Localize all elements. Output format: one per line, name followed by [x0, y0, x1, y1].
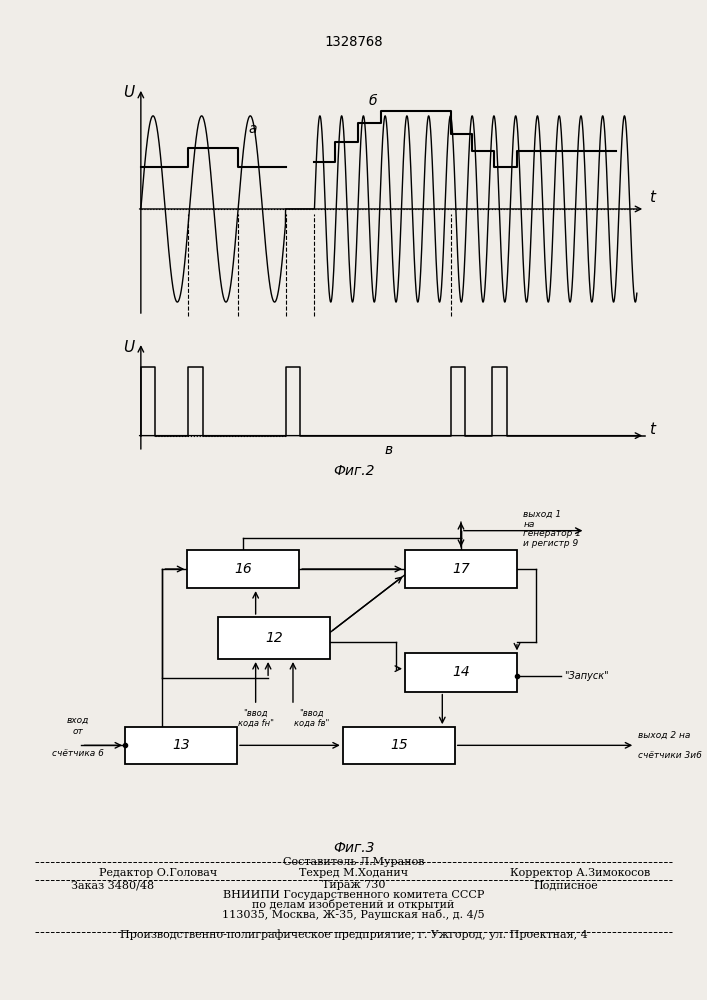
Text: вход
от: вход от	[67, 716, 90, 736]
FancyBboxPatch shape	[405, 653, 517, 692]
FancyBboxPatch shape	[405, 550, 517, 588]
Text: 1328768: 1328768	[325, 35, 382, 49]
Text: 16: 16	[234, 562, 252, 576]
Text: "ввод
кода fн": "ввод кода fн"	[238, 709, 274, 728]
Text: счётчика 6: счётчика 6	[52, 749, 104, 758]
Text: выход 1: выход 1	[523, 510, 561, 519]
Text: Заказ 3480/48: Заказ 3480/48	[71, 880, 154, 890]
Text: t: t	[649, 422, 655, 437]
Text: Техред М.Хoданич: Техред М.Хoданич	[299, 868, 408, 878]
FancyBboxPatch shape	[125, 727, 237, 764]
Text: 14: 14	[452, 666, 470, 680]
Text: 17: 17	[452, 562, 470, 576]
Text: 12: 12	[265, 631, 284, 645]
Text: "Запуск": "Запуск"	[563, 671, 608, 681]
Text: Тираж 730: Тираж 730	[322, 880, 385, 890]
Text: на: на	[523, 520, 534, 529]
Text: "ввод
кода fв": "ввод кода fв"	[294, 709, 329, 728]
Text: U: U	[123, 85, 134, 100]
FancyBboxPatch shape	[187, 550, 299, 588]
Text: Фиг.2: Фиг.2	[333, 464, 374, 478]
Text: б: б	[368, 94, 377, 108]
Text: Подписное: Подписное	[533, 880, 598, 890]
Text: в: в	[385, 442, 393, 456]
Text: 13: 13	[172, 738, 190, 752]
Text: Фиг.3: Фиг.3	[333, 841, 374, 855]
Text: Производственно-полиграфическое предприятие, г. Ужгород, ул. Проектная, 4: Производственно-полиграфическое предприя…	[119, 929, 588, 940]
Text: а: а	[248, 122, 257, 136]
Text: и регистр 9: и регистр 9	[523, 539, 578, 548]
Text: 15: 15	[390, 738, 408, 752]
Text: по делам изобретений и открытий: по делам изобретений и открытий	[252, 899, 455, 910]
FancyBboxPatch shape	[343, 727, 455, 764]
FancyBboxPatch shape	[218, 617, 330, 659]
Text: Редактор О.Головач: Редактор О.Головач	[99, 868, 217, 878]
Text: 113035, Москва, Ж-35, Раушская наб., д. 4/5: 113035, Москва, Ж-35, Раушская наб., д. …	[222, 909, 485, 920]
Text: ВНИИПИ Государственного комитета СССР: ВНИИПИ Государственного комитета СССР	[223, 890, 484, 900]
Text: Корректор А.Зимокосов: Корректор А.Зимокосов	[510, 868, 650, 878]
Text: U: U	[123, 340, 134, 355]
Text: t: t	[649, 190, 655, 205]
Text: генератор 1: генератор 1	[523, 529, 581, 538]
Text: счётчики 3и6: счётчики 3и6	[638, 751, 702, 760]
Text: выход 2 на: выход 2 на	[638, 731, 691, 740]
Text: Составитель Л.Муранов: Составитель Л.Муранов	[283, 857, 424, 867]
